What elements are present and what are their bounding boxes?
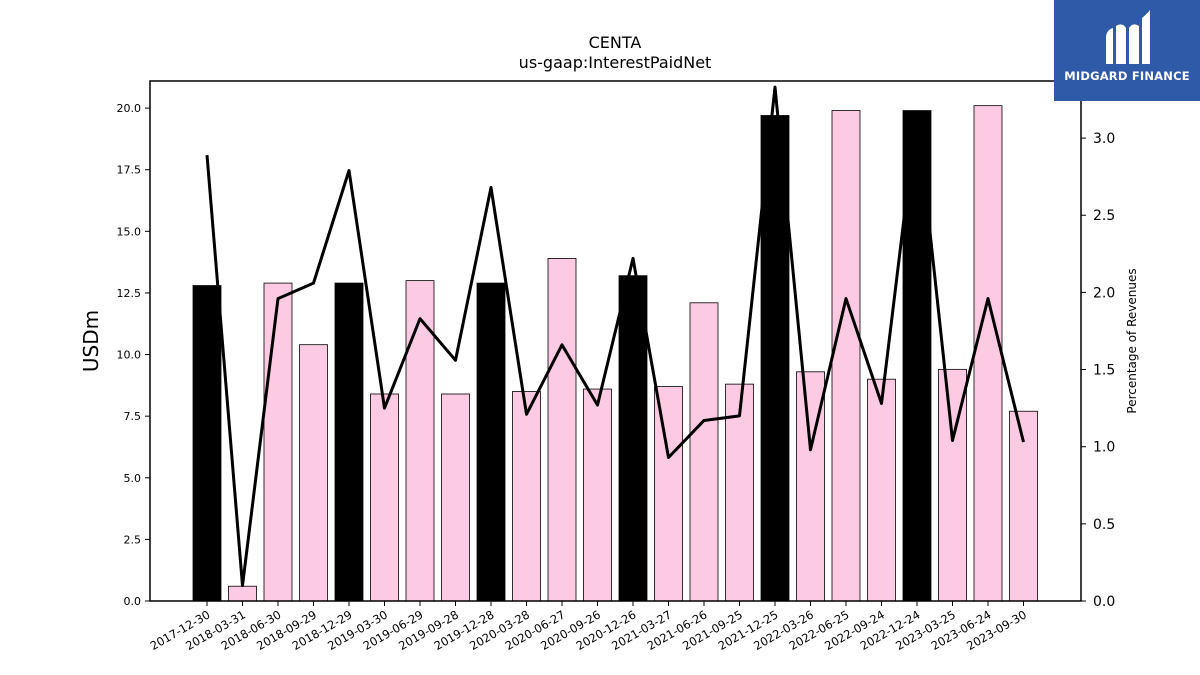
bar-2021-09-25: [725, 383, 754, 602]
bar-2022-09-24: [867, 378, 896, 602]
bar-2017-12-30: [192, 285, 222, 602]
y-tick-label: 5.0: [124, 472, 142, 485]
line-series: [205, 85, 1025, 588]
bar-2018-06-30: [263, 282, 293, 602]
logo: MIDGARD FINANCE: [1054, 0, 1200, 101]
bar-group: [192, 105, 1038, 602]
bar-2020-09-26: [583, 388, 612, 602]
bar-2018-09-29: [299, 344, 328, 602]
y-axis: 0.0 2.5 5.0 7.5 10.0 12.5 15.0 17.5 20.0: [117, 102, 150, 608]
bar-2022-06-25: [831, 110, 861, 602]
bar-2020-06-27: [547, 258, 577, 602]
y2-tick-label: 3.0: [1093, 131, 1115, 147]
y2-tick-label: 0.5: [1093, 517, 1115, 533]
y-tick-label: 7.5: [124, 410, 142, 423]
y2-axis: 0.0 0.5 1.0 1.5 2.0 2.5 3.0: [1081, 131, 1115, 610]
bar-2023-06-24: [973, 105, 1003, 602]
y-tick-label: 2.5: [124, 533, 142, 546]
y-tick-label: 17.5: [117, 164, 142, 177]
y-tick-label: 0.0: [124, 595, 142, 608]
x-axis: 2017-12-302018-03-312018-06-302018-09-29…: [148, 601, 1029, 653]
bar-2018-03-31: [228, 585, 257, 602]
y-axis-label: USDm: [79, 310, 103, 372]
bar-2021-06-26: [689, 302, 719, 602]
y2-tick-label: 2.0: [1093, 285, 1115, 301]
y2-tick-label: 0.0: [1093, 594, 1115, 610]
plot-frame: [149, 80, 1082, 602]
chart-subtitle: us-gaap:InterestPaidNet: [519, 53, 712, 72]
midgard-logo-icon: [1106, 10, 1150, 64]
y-tick-label: 15.0: [117, 225, 142, 238]
y2-tick-label: 2.5: [1093, 208, 1115, 224]
bar-2019-06-29: [405, 280, 435, 602]
chart-title: CENTA: [589, 33, 642, 52]
bar-2019-03-30: [370, 393, 399, 602]
line-group: [205, 85, 1025, 588]
y2-tick-label: 1.5: [1093, 363, 1115, 379]
y2-tick-label: 1.0: [1093, 440, 1115, 456]
y2-axis-label: Percentage of Revenues: [1125, 268, 1139, 413]
bar-2021-03-27: [654, 386, 683, 602]
bar-2019-12-28: [476, 282, 506, 602]
bar-2020-03-28: [512, 391, 541, 602]
y-tick-label: 10.0: [117, 349, 142, 362]
bar-2019-09-28: [441, 393, 470, 602]
bar-2020-12-26: [618, 275, 648, 602]
logo-text: MIDGARD FINANCE: [1064, 69, 1190, 83]
bar-2018-12-29: [334, 282, 364, 602]
y-tick-label: 12.5: [117, 287, 142, 300]
y-tick-label: 20.0: [117, 102, 142, 115]
